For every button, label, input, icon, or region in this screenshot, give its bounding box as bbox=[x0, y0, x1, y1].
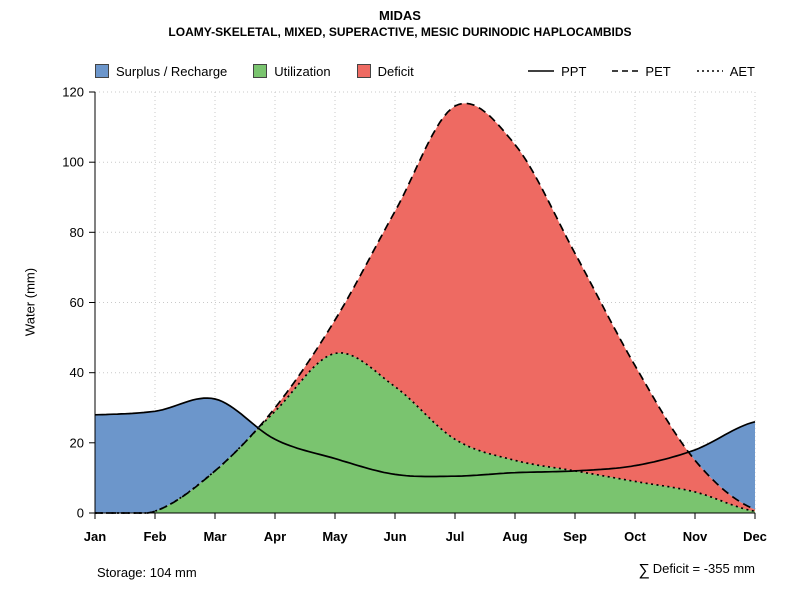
legend-item-pet: PET bbox=[612, 63, 671, 79]
svg-text:60: 60 bbox=[70, 295, 84, 310]
surplus-swatch bbox=[95, 64, 109, 78]
deficit-sum-text: Deficit = -355 mm bbox=[652, 561, 755, 576]
legend-item-deficit: Deficit bbox=[356, 63, 414, 79]
svg-text:Apr: Apr bbox=[264, 529, 286, 544]
legend-item-ppt: PPT bbox=[528, 64, 586, 79]
chart-title: MIDAS bbox=[379, 8, 421, 23]
svg-text:May: May bbox=[322, 529, 348, 544]
svg-text:Jan: Jan bbox=[84, 529, 106, 544]
legend-item-aet: AET bbox=[696, 63, 755, 79]
deficit-swatch bbox=[356, 64, 371, 78]
legend-label-pet: PET bbox=[645, 63, 671, 79]
surplus-area bbox=[95, 103, 755, 514]
svg-text:120: 120 bbox=[62, 85, 84, 100]
svg-text:Mar: Mar bbox=[203, 529, 226, 544]
deficit-sum-note: ∑ Deficit = -355 mm bbox=[638, 561, 755, 580]
svg-text:40: 40 bbox=[70, 365, 84, 380]
legend-label-surplus: Surplus / Recharge bbox=[116, 63, 228, 79]
utilization-swatch bbox=[253, 64, 268, 78]
deficit-area bbox=[95, 103, 755, 514]
svg-text:Sep: Sep bbox=[563, 529, 587, 544]
svg-text:Oct: Oct bbox=[624, 529, 646, 544]
axes: 0 20 40 60 80 100 120 Jan Feb Mar Apr May Jun Jul Aug S… bbox=[62, 85, 767, 545]
area-fills bbox=[95, 103, 755, 514]
svg-text:100: 100 bbox=[62, 155, 84, 170]
chart-legend: Surplus / Recharge Utilization Deficit P… bbox=[95, 62, 755, 80]
storage-note: Storage: 104 mm bbox=[97, 565, 197, 580]
legend-item-surplus: Surplus / Recharge bbox=[95, 64, 227, 79]
legend-label-deficit: Deficit bbox=[377, 63, 414, 79]
legend-label-utilization: Utilization bbox=[274, 63, 331, 79]
svg-text:Nov: Nov bbox=[683, 529, 708, 544]
dashed-line-sample-icon bbox=[612, 70, 639, 72]
aet-line bbox=[95, 352, 756, 514]
series-lines bbox=[94, 102, 756, 514]
legend-label-aet: AET bbox=[729, 63, 755, 79]
svg-text:20: 20 bbox=[70, 435, 84, 450]
solid-line-sample-icon bbox=[528, 70, 555, 72]
sigma-icon: ∑ bbox=[638, 562, 650, 579]
legend-item-utilization: Utilization bbox=[253, 63, 331, 79]
chart-subtitle: LOAMY-SKELETAL, MIXED, SUPERACTIVE, MESI… bbox=[168, 25, 632, 39]
svg-text:Aug: Aug bbox=[502, 529, 527, 544]
svg-text:Jul: Jul bbox=[446, 529, 465, 544]
svg-text:Dec: Dec bbox=[743, 529, 767, 544]
svg-text:0: 0 bbox=[77, 506, 84, 521]
dotted-line-sample-icon bbox=[696, 70, 723, 72]
legend-line-group: PPT PET AET bbox=[528, 64, 755, 79]
pet-line bbox=[95, 102, 756, 514]
svg-text:Feb: Feb bbox=[143, 529, 166, 544]
legend-label-ppt: PPT bbox=[561, 63, 587, 79]
utilization-area bbox=[95, 352, 755, 513]
svg-text:Jun: Jun bbox=[383, 529, 406, 544]
svg-text:80: 80 bbox=[70, 225, 84, 240]
ppt-line bbox=[94, 397, 756, 478]
